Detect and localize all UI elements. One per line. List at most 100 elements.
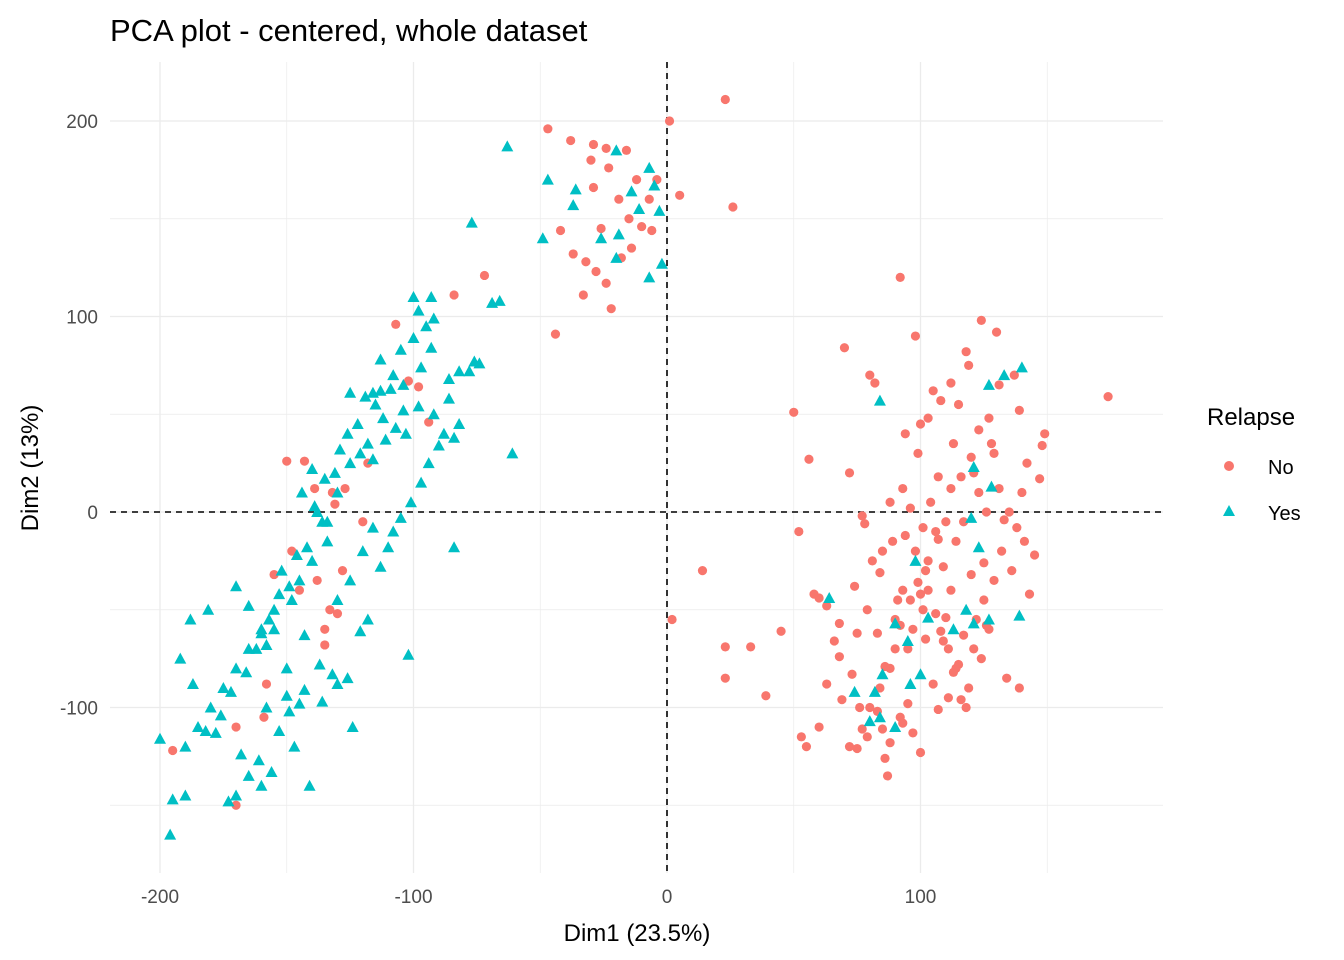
data-point-yes <box>374 384 387 396</box>
data-point-yes <box>448 431 461 443</box>
data-point-no <box>994 380 1004 390</box>
data-point-yes <box>306 554 319 566</box>
data-point-yes <box>214 709 227 721</box>
data-point-no <box>1017 487 1027 498</box>
data-point-no <box>581 257 591 267</box>
data-point-no <box>941 612 951 623</box>
series-no <box>168 94 1113 810</box>
data-point-no <box>953 399 964 410</box>
data-point-no <box>976 315 986 326</box>
data-point-yes <box>242 769 255 781</box>
data-point-yes <box>341 427 354 439</box>
data-point-no <box>320 624 330 634</box>
data-point-yes <box>982 613 995 625</box>
data-point-no <box>918 605 928 615</box>
data-point-no <box>877 724 888 734</box>
data-point-yes <box>331 678 344 690</box>
data-point-no <box>969 644 979 654</box>
data-point-yes <box>265 766 278 778</box>
y-tick-label: -100 <box>60 699 98 720</box>
data-point-yes <box>415 361 428 373</box>
data-point-yes <box>344 457 357 469</box>
data-point-yes <box>184 613 197 625</box>
data-point-yes <box>351 418 364 430</box>
data-point-yes <box>876 668 889 680</box>
data-point-no <box>789 407 799 417</box>
data-point-no <box>893 595 903 605</box>
data-point-no <box>794 526 804 537</box>
data-point-yes <box>404 496 417 508</box>
data-point-no <box>933 704 943 715</box>
data-point-yes <box>354 625 367 637</box>
data-point-no <box>675 190 685 200</box>
legend-key-no <box>1224 461 1234 471</box>
data-point-no <box>890 644 900 654</box>
data-point-yes <box>303 779 316 791</box>
data-point-no <box>1103 392 1113 402</box>
data-point-no <box>391 319 401 329</box>
data-point-yes <box>374 353 387 365</box>
data-point-no <box>269 569 279 580</box>
data-point-yes <box>240 666 253 678</box>
data-point-no <box>867 556 877 566</box>
data-point-yes <box>823 592 836 604</box>
data-point-yes <box>321 535 334 547</box>
data-point-no <box>614 194 624 204</box>
data-point-yes <box>318 472 331 484</box>
data-point-no <box>621 145 632 155</box>
data-point-yes <box>397 378 410 390</box>
data-point-no <box>943 693 953 703</box>
data-point-no <box>903 644 913 654</box>
x-tick-label: 100 <box>905 887 937 908</box>
data-point-yes <box>361 437 374 449</box>
data-point-no <box>294 585 305 595</box>
data-point-yes <box>242 642 255 654</box>
x-tick-label: -200 <box>141 887 179 908</box>
data-point-yes <box>493 294 506 306</box>
y-tick-label: 100 <box>66 308 98 329</box>
data-point-yes <box>283 580 296 592</box>
data-point-yes <box>422 457 435 469</box>
data-point-yes <box>387 525 400 537</box>
data-point-yes <box>412 304 425 316</box>
data-point-yes <box>321 515 334 527</box>
x-tick-label: 0 <box>662 887 673 908</box>
data-point-no <box>966 569 976 580</box>
data-point-yes <box>301 541 314 553</box>
data-point-no <box>865 702 875 713</box>
data-point-no <box>1024 589 1035 599</box>
data-point-yes <box>904 678 917 690</box>
legend-label-no: No <box>1268 457 1294 479</box>
data-point-yes <box>224 685 237 697</box>
data-point-yes <box>625 185 638 197</box>
data-point-no <box>325 605 335 615</box>
data-point-yes <box>909 554 922 566</box>
data-point-no <box>550 329 561 339</box>
data-point-yes <box>354 447 367 459</box>
data-point-yes <box>268 603 281 615</box>
data-point-no <box>915 747 926 758</box>
data-point-yes <box>389 421 402 433</box>
data-point-no <box>801 742 812 752</box>
data-point-yes <box>399 427 412 439</box>
data-point-yes <box>280 689 293 701</box>
data-point-no <box>915 589 926 599</box>
y-tick-label: 200 <box>66 112 98 133</box>
data-point-yes <box>230 789 243 801</box>
data-point-no <box>578 290 588 300</box>
data-point-no <box>870 378 880 388</box>
data-point-no <box>928 386 938 396</box>
y-tick-label: 0 <box>87 503 98 524</box>
data-point-no <box>168 745 178 756</box>
data-point-no <box>918 523 928 533</box>
data-point-no <box>931 526 941 537</box>
data-point-yes <box>255 627 268 639</box>
data-point-no <box>852 628 862 638</box>
data-point-yes <box>230 580 243 592</box>
data-point-yes <box>377 412 390 424</box>
data-point-yes <box>967 461 980 473</box>
data-point-yes <box>448 541 461 553</box>
data-point-no <box>403 376 414 386</box>
data-point-no <box>857 724 867 734</box>
